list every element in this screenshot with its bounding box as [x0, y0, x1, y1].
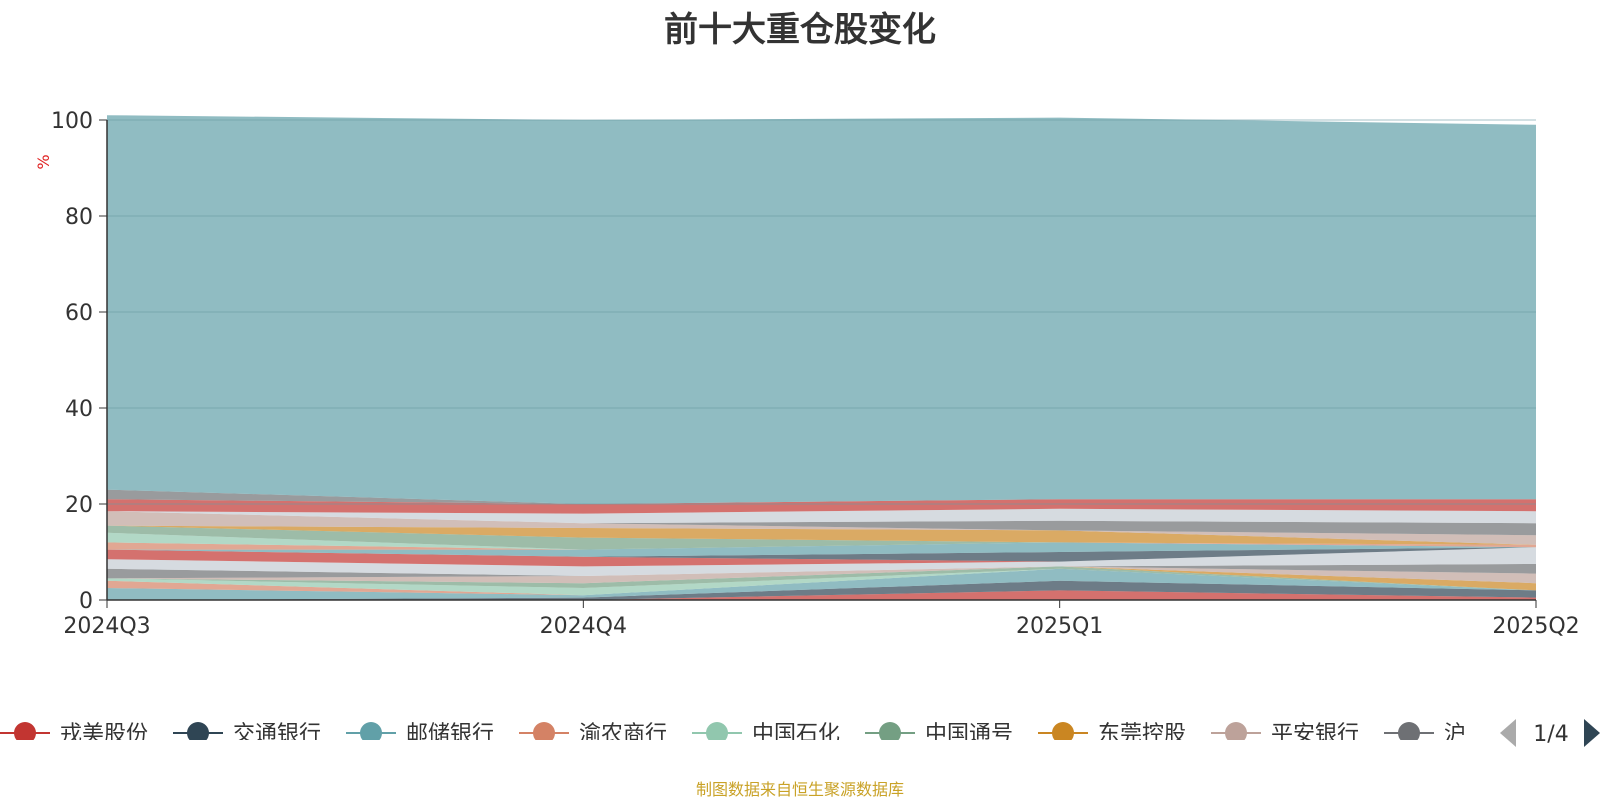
y-tick-label: 0	[79, 589, 93, 614]
legend-marker-icon	[187, 722, 209, 740]
legend-marker-icon	[879, 722, 901, 740]
legend-item[interactable]: 中国通号	[865, 722, 1013, 747]
area-series-17	[107, 525, 1536, 545]
x-tick-label: 2024Q4	[540, 614, 627, 639]
legend-marker-icon	[1225, 722, 1247, 740]
area-series-20	[107, 508, 1536, 524]
area-series-10	[107, 547, 1536, 576]
source-footer: 制图数据来自恒生聚源数据库	[695, 780, 904, 799]
legend-item[interactable]: 平安银行	[1211, 722, 1359, 747]
legend-marker-icon	[706, 722, 728, 740]
y-tick-label: 80	[65, 205, 93, 230]
area-series-9	[107, 564, 1536, 579]
legend-item[interactable]: 沪	[1384, 722, 1466, 747]
legend-label: 东莞控股	[1098, 722, 1186, 747]
legend-label: 邮储银行	[406, 722, 494, 747]
legend: 戎美股份 交通银行 邮储银行 渝农商行 中国石化 中国通号 东莞控股 平安银行 沪	[0, 722, 1466, 747]
area-series-7	[107, 566, 1536, 591]
legend-label: 渝农商行	[579, 722, 667, 747]
y-unit-label: %	[34, 154, 53, 169]
area-series-3	[107, 568, 1536, 600]
x-tick-label: 2025Q1	[1016, 614, 1103, 639]
axes: 0 20 40 60 80 100 2024Q3 2024Q4 2025Q1 2025Q2%	[34, 109, 1580, 639]
grid-lines	[107, 119, 1536, 505]
legend-item[interactable]: 戎美股份	[0, 722, 148, 747]
area-series-16	[107, 525, 1536, 550]
y-tick-label: 60	[65, 301, 93, 326]
legend-label: 交通银行	[233, 722, 321, 747]
legend-pager: 1/4	[1500, 719, 1600, 747]
legend-page-indicator: 1/4	[1533, 722, 1568, 747]
area-series-23	[107, 115, 1536, 504]
area-series-21	[107, 499, 1536, 514]
legend-item[interactable]: 东莞控股	[1038, 722, 1186, 747]
y-tick-label: 20	[65, 493, 93, 518]
y-tick-label: 40	[65, 397, 93, 422]
legend-marker-icon	[1398, 722, 1420, 740]
area-series-13	[107, 542, 1536, 557]
area-series-19	[107, 511, 1536, 536]
legend-label: 平安银行	[1271, 722, 1359, 747]
area-series-5	[107, 568, 1536, 596]
area-series-1	[107, 590, 1536, 600]
legend-marker-icon	[14, 722, 36, 740]
area-series-14	[107, 542, 1536, 550]
legend-item[interactable]: 交通银行	[173, 722, 321, 747]
y-tick-label: 100	[51, 109, 93, 134]
legend-marker-icon	[533, 722, 555, 740]
legend-label: 中国石化	[752, 722, 840, 747]
area-series-2	[107, 580, 1536, 600]
area-series-11	[107, 547, 1536, 567]
area-series-8	[107, 566, 1536, 584]
legend-label: 沪	[1444, 722, 1466, 747]
triangle-right-icon[interactable]	[1584, 719, 1600, 747]
legend-label: 中国通号	[925, 722, 1013, 747]
area-series-18	[107, 511, 1536, 545]
chart-title: 前十大重仓股变化	[664, 10, 936, 50]
area-layer	[107, 115, 1536, 600]
triangle-left-icon[interactable]	[1500, 719, 1516, 747]
legend-label: 戎美股份	[60, 722, 148, 747]
legend-item[interactable]: 渝农商行	[519, 722, 667, 747]
x-tick-label: 2025Q2	[1492, 614, 1579, 639]
legend-marker-icon	[1052, 722, 1074, 740]
area-series-12	[107, 547, 1536, 562]
legend-marker-icon	[360, 722, 382, 740]
legend-item[interactable]: 中国石化	[692, 722, 840, 747]
x-tick-label: 2024Q3	[63, 614, 150, 639]
legend-item[interactable]: 邮储银行	[346, 722, 494, 747]
area-series-6	[107, 566, 1536, 591]
